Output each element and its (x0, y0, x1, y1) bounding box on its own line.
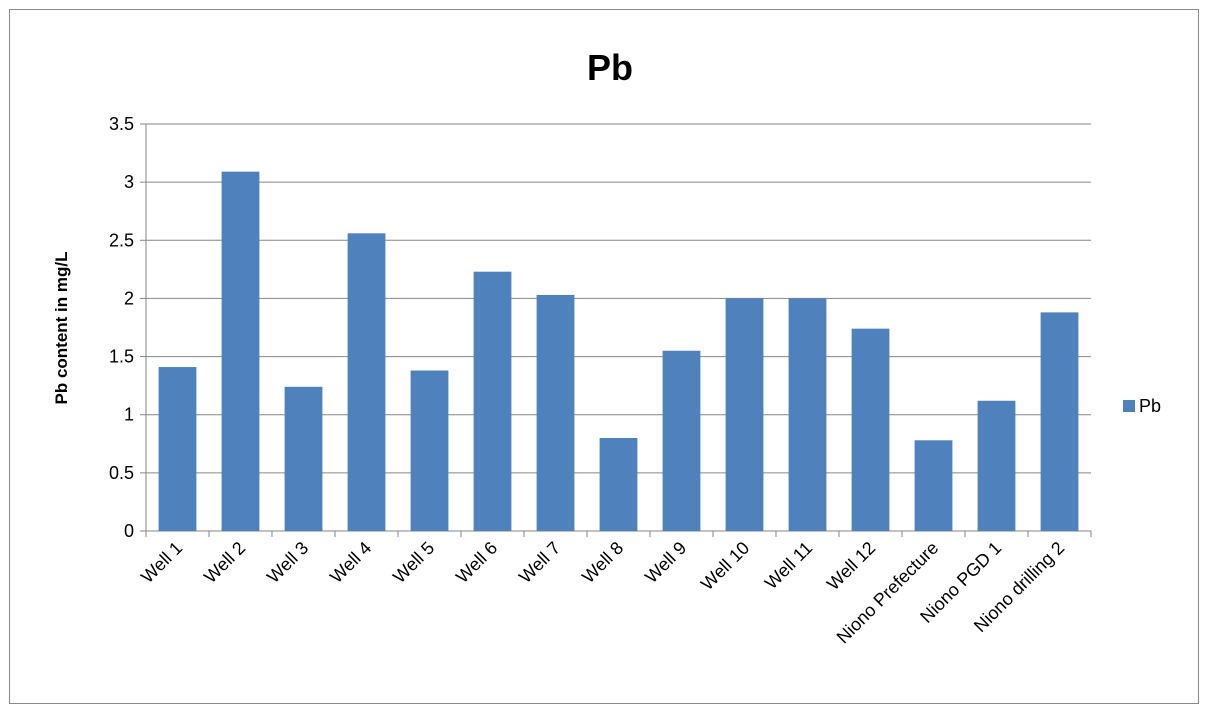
x-tick-label: Well 10 (697, 538, 753, 594)
x-tick-label: Well 4 (326, 538, 375, 587)
bar (473, 271, 512, 531)
bar (347, 233, 386, 531)
legend: Pb (1123, 396, 1161, 416)
x-tick-label: Well 5 (389, 538, 438, 587)
x-tick-label: Well 7 (515, 538, 564, 587)
y-tick-label: 3 (124, 172, 134, 192)
bar (221, 171, 260, 532)
x-tick-label: Well 11 (761, 538, 816, 593)
chart-title: Pb (587, 47, 633, 88)
y-tick-label: 1 (124, 405, 134, 425)
y-tick-label: 0 (124, 521, 134, 541)
bar (536, 294, 575, 531)
x-tick-label: Well 9 (641, 538, 690, 587)
bar (410, 370, 449, 531)
bar (851, 328, 890, 531)
y-axis-label: Pb content in mg/L (52, 252, 71, 405)
bar (662, 350, 701, 531)
x-tick-label: Well 6 (452, 538, 501, 587)
y-tick-label: 3.5 (109, 114, 134, 134)
legend-label: Pb (1139, 396, 1161, 416)
x-tick-label: Well 1 (137, 538, 186, 587)
chart-svg: 00.511.522.533.5 Well 1 Well 2 Well 3 Well … (52, 47, 1161, 648)
bar (158, 367, 197, 531)
x-tick-label: Well 8 (578, 538, 627, 587)
bar (284, 386, 323, 531)
bar (977, 400, 1016, 531)
x-tick-label: Well 12 (823, 538, 879, 594)
y-tick-label: 0.5 (109, 463, 134, 483)
bar (599, 437, 638, 531)
y-tick-label: 2.5 (109, 230, 134, 250)
legend-swatch (1123, 400, 1135, 412)
bar (788, 298, 827, 531)
x-tick-label: Well 2 (200, 538, 249, 587)
bar (725, 298, 764, 531)
x-tick-label: Well 3 (263, 538, 312, 587)
y-tick-label: 1.5 (109, 347, 134, 367)
x-tick-labels: Well 1 Well 2 Well 3 Well 4 Well 5 Well 6 Well… (137, 538, 1068, 648)
bar (914, 440, 953, 531)
y-tick-labels: 0 0.5 1 1.5 2 2.5 3 3.5 (109, 114, 134, 541)
y-tick-label: 2 (124, 288, 134, 308)
chart-frame: 0 0.5 1 1.5 2 2.5 3 3.5 Well 1 Well 2 Well 3 Well … (9, 9, 1199, 704)
bar (1040, 312, 1079, 531)
bars (158, 171, 1079, 532)
